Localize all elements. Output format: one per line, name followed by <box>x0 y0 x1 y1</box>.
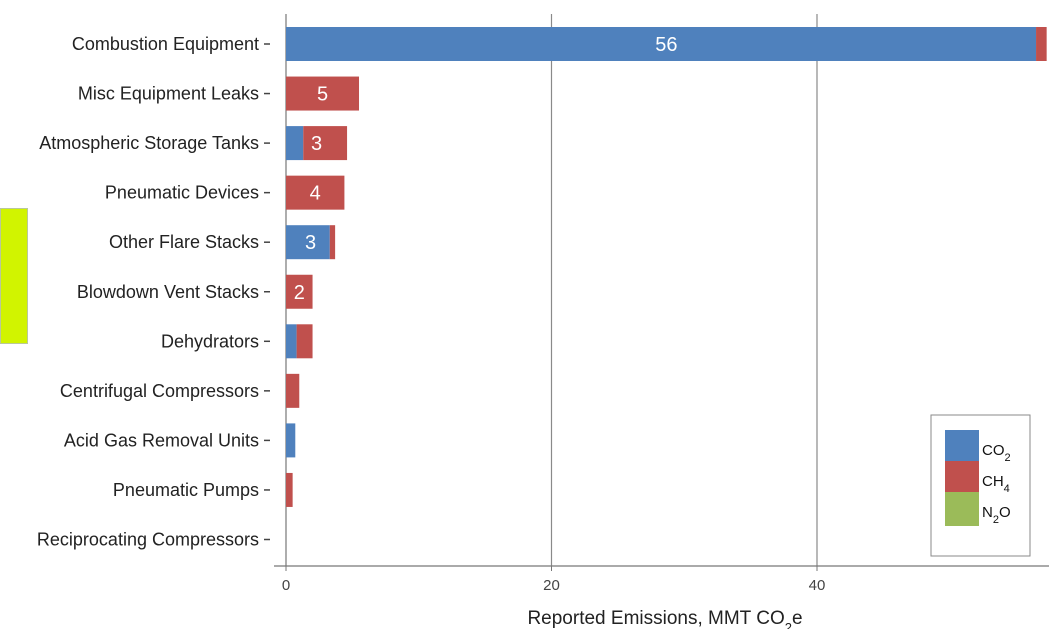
category-label-8: Acid Gas Removal Units <box>64 430 259 450</box>
category-axis: Combustion Equipment Misc Equipment Leaks… <box>37 34 270 550</box>
bar-value-label-2: 3 <box>311 133 322 155</box>
legend-swatch-N2O <box>945 492 979 526</box>
bar-labels: 56 5 3 4 3 2 <box>294 34 678 304</box>
legend-label-N2O: N2O <box>982 504 1011 526</box>
category-label-5: Blowdown Vent Stacks <box>77 282 259 302</box>
bar-CH4-1 <box>286 76 360 111</box>
bar-CH4-2 <box>303 126 348 161</box>
legend-swatch-CH4 <box>945 461 979 495</box>
side-panel-swatch <box>0 208 28 344</box>
bar-CH4-0 <box>1036 27 1047 61</box>
legend-label-CO2: CO2 <box>982 442 1011 464</box>
legend-label-CH4: CH4 <box>982 473 1010 495</box>
bar-CH4-5 <box>286 274 313 309</box>
bar-value-label-4: 3 <box>305 232 316 254</box>
x-axis-title: Reported Emissions, MMT CO2e <box>527 608 802 629</box>
category-label-9: Pneumatic Pumps <box>113 480 259 500</box>
bar-CH4-3 <box>286 175 345 210</box>
category-label-0: Combustion Equipment <box>72 34 259 54</box>
category-label-2: Atmospheric Storage Tanks <box>39 133 259 153</box>
bar-CO2-2 <box>286 126 304 161</box>
category-label-6: Dehydrators <box>161 331 259 351</box>
bar-value-label-0: 56 <box>655 34 677 56</box>
bar-value-label-1: 5 <box>317 84 328 106</box>
bar-CO2-6 <box>286 324 297 359</box>
bar-CH4-6 <box>296 324 313 359</box>
x-tick-label-0: 0 <box>282 577 290 594</box>
value-axis: 0 20 40 <box>274 565 1049 594</box>
legend: CO2 CH4 N2O <box>930 414 1031 557</box>
bar-CO2-4 <box>286 225 330 260</box>
bar-value-label-5: 2 <box>294 282 305 304</box>
category-label-4: Other Flare Stacks <box>109 232 259 252</box>
bars <box>286 27 1047 507</box>
bar-value-label-3: 4 <box>310 183 321 205</box>
category-label-3: Pneumatic Devices <box>105 183 259 203</box>
category-label-1: Misc Equipment Leaks <box>78 84 259 104</box>
bar-CO2-8 <box>286 423 296 458</box>
category-label-10: Reciprocating Compressors <box>37 530 259 550</box>
bar-CH4-4 <box>329 225 336 260</box>
bar-CH4-9 <box>286 472 293 507</box>
x-tick-label-20: 20 <box>543 577 560 594</box>
category-label-7: Centrifugal Compressors <box>60 381 259 401</box>
bar-CH4-7 <box>286 373 300 408</box>
x-tick-label-40: 40 <box>809 577 826 594</box>
bar-CO2-0 <box>286 27 1037 61</box>
gridlines <box>285 14 818 566</box>
legend-swatch-CO2 <box>945 430 979 464</box>
